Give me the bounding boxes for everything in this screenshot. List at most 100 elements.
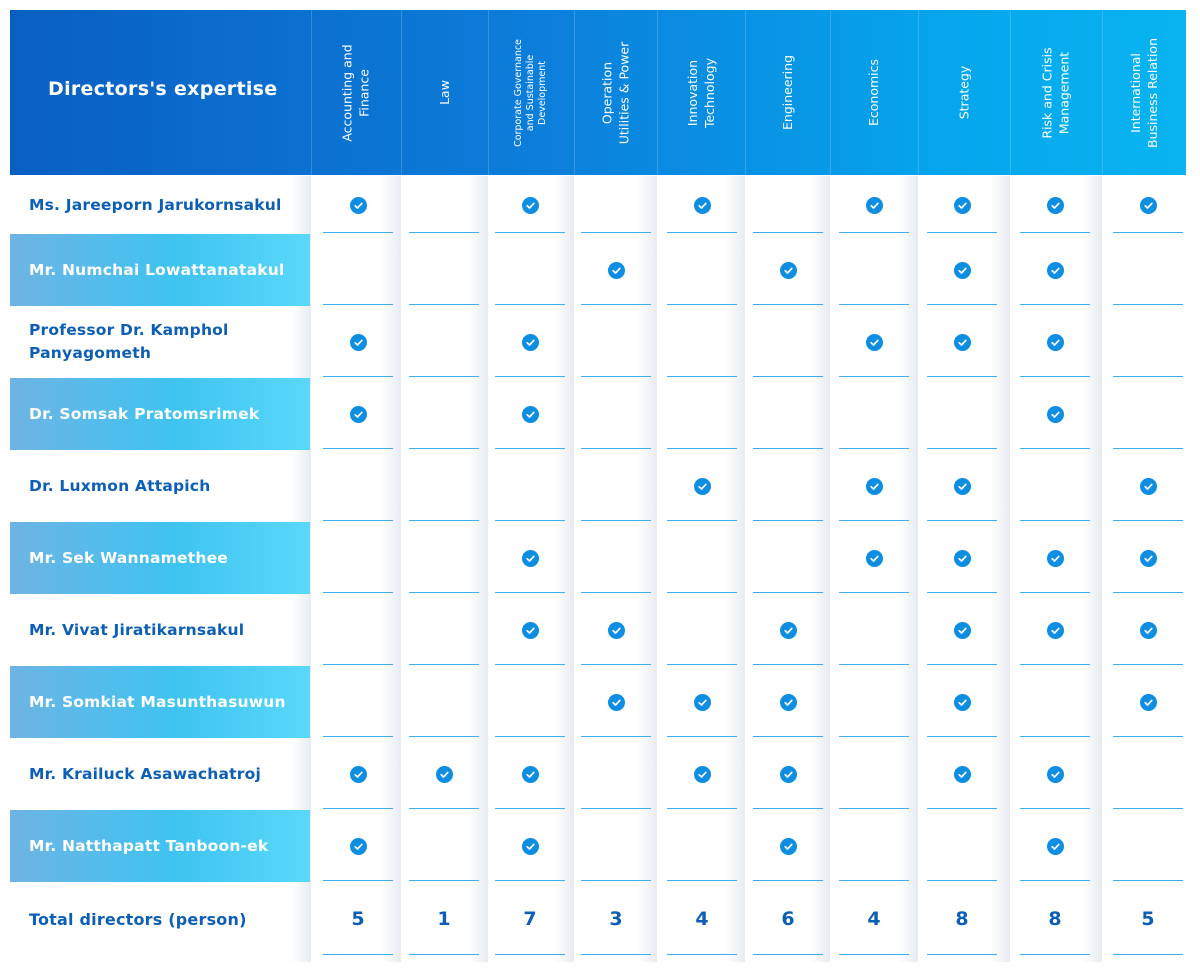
- total-cell: 8: [922, 882, 1002, 956]
- expertise-cell: [576, 738, 656, 810]
- row-rule: [323, 880, 393, 881]
- column-divider: [1102, 10, 1103, 175]
- check-circle-icon: [607, 693, 625, 711]
- column-header: Engineering: [745, 10, 830, 175]
- column-header: Law: [401, 10, 488, 175]
- row-rule: [581, 880, 651, 881]
- check-circle-icon: [1046, 837, 1064, 855]
- row-rule: [1113, 232, 1183, 233]
- row-rule: [323, 808, 393, 809]
- row-rule: [1020, 448, 1090, 449]
- check-circle-icon: [953, 333, 971, 351]
- expertise-cell: [834, 234, 914, 306]
- row-rule: [581, 736, 651, 737]
- row-rule: [409, 880, 479, 881]
- check-circle-icon: [865, 477, 883, 495]
- row-rule: [581, 448, 651, 449]
- check-circle-icon: [953, 621, 971, 639]
- expertise-cell: [662, 666, 742, 738]
- expertise-cell: [576, 594, 656, 666]
- check-circle-icon: [693, 765, 711, 783]
- expertise-cell: [834, 594, 914, 666]
- expertise-cell: [922, 810, 1002, 882]
- row-rule: [753, 304, 823, 305]
- check-circle-icon: [349, 765, 367, 783]
- row-rule: [1020, 592, 1090, 593]
- expertise-cell: [834, 306, 914, 378]
- expertise-cell: [1108, 176, 1188, 234]
- row-rule: [927, 304, 997, 305]
- row-rule: [495, 592, 565, 593]
- expertise-cell: [490, 450, 570, 522]
- check-circle-icon: [349, 405, 367, 423]
- row-rule: [1113, 376, 1183, 377]
- expertise-cell: [576, 306, 656, 378]
- row-rule: [409, 664, 479, 665]
- row-rule: [1020, 520, 1090, 521]
- total-count: 4: [867, 908, 881, 930]
- expertise-cell: [748, 810, 828, 882]
- expertise-cell: [404, 234, 484, 306]
- total-count: 3: [609, 908, 623, 930]
- total-count: 1: [437, 908, 451, 930]
- expertise-cell: [922, 666, 1002, 738]
- row-rule: [667, 520, 737, 521]
- table-header: Directors's expertise Accounting and Fin…: [10, 10, 1186, 175]
- check-circle-icon: [607, 621, 625, 639]
- check-circle-icon: [521, 549, 539, 567]
- check-circle-icon: [779, 693, 797, 711]
- row-rule: [409, 232, 479, 233]
- check-circle-icon: [1139, 621, 1157, 639]
- row-rule: [839, 592, 909, 593]
- row-rule: [667, 736, 737, 737]
- expertise-cell: [404, 306, 484, 378]
- column-header-label: Innovation Technology: [685, 57, 717, 128]
- row-rule: [927, 954, 997, 955]
- expertise-cell: [1015, 176, 1095, 234]
- check-circle-icon: [521, 196, 539, 214]
- check-circle-icon: [1139, 477, 1157, 495]
- row-rule: [495, 954, 565, 955]
- expertise-cell: [318, 522, 398, 594]
- column-divider: [311, 10, 312, 175]
- row-rule: [667, 880, 737, 881]
- expertise-cell: [404, 176, 484, 234]
- row-rule: [581, 520, 651, 521]
- check-circle-icon: [953, 196, 971, 214]
- check-circle-icon: [521, 621, 539, 639]
- expertise-cell: [662, 522, 742, 594]
- expertise-cell: [922, 738, 1002, 810]
- column-header-label: Economics: [866, 58, 882, 127]
- expertise-cell: [490, 738, 570, 810]
- check-circle-icon: [1046, 621, 1064, 639]
- row-rule: [1113, 880, 1183, 881]
- expertise-cell: [834, 738, 914, 810]
- column-shadow: [725, 176, 745, 962]
- expertise-cell: [1108, 306, 1188, 378]
- column-divider: [918, 10, 919, 175]
- name-cell-background: [10, 378, 310, 450]
- total-cell: 4: [662, 882, 742, 956]
- row-rule: [753, 520, 823, 521]
- row-rule: [927, 448, 997, 449]
- row-rule: [839, 520, 909, 521]
- expertise-cell: [834, 176, 914, 234]
- expertise-cell: [662, 450, 742, 522]
- column-shadow: [1082, 176, 1102, 962]
- column-header-label: Risk and Crisis Management: [1040, 46, 1072, 139]
- expertise-cell: [404, 738, 484, 810]
- director-name: Dr. Luxmon Attapich: [29, 476, 211, 495]
- row-rule: [839, 448, 909, 449]
- director-name: Professor Dr. Kamphol Panyagometh: [29, 321, 229, 362]
- director-name: Dr. Somsak Pratomsrimek: [29, 404, 260, 423]
- row-rule: [839, 232, 909, 233]
- row-rule: [323, 520, 393, 521]
- expertise-cell: [404, 666, 484, 738]
- check-circle-icon: [953, 765, 971, 783]
- expertise-cell: [1108, 378, 1188, 450]
- check-circle-icon: [779, 837, 797, 855]
- expertise-cell: [318, 306, 398, 378]
- row-rule: [495, 520, 565, 521]
- expertise-cell: [1015, 738, 1095, 810]
- expertise-cell: [748, 594, 828, 666]
